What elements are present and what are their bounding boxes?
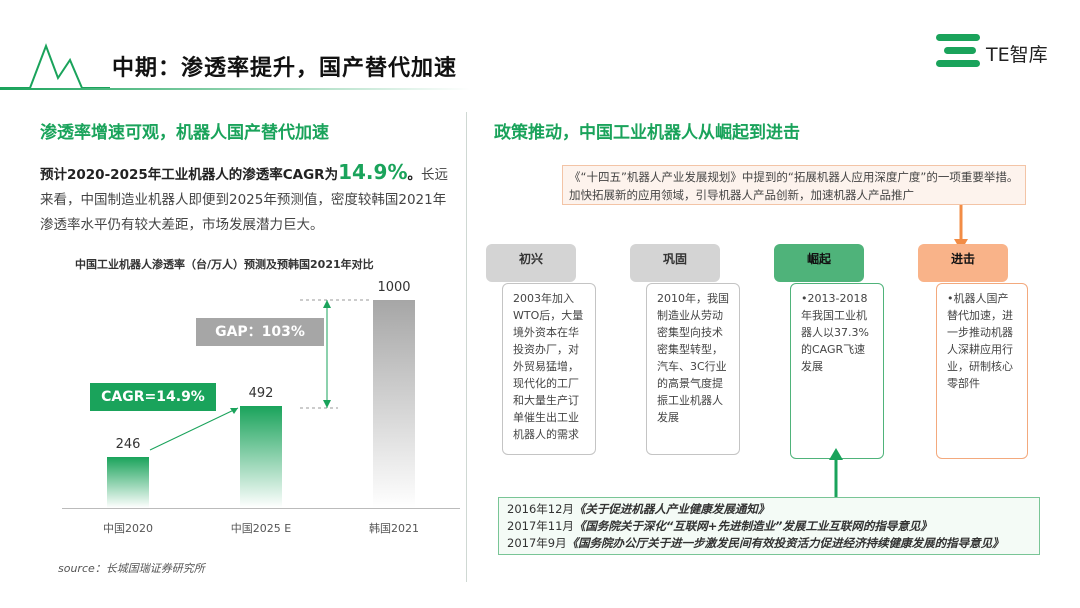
cagr-highlight: 14.9% [338, 160, 408, 184]
policy-plan-box: 《“十四五”机器人产业发展规划》中提到的“拓展机器人应用深度广度”的一项重要举措… [562, 165, 1026, 205]
policy-name: 《国务院办公厅关于进一步激发民间有效投资活力促进经济持续健康发展的指导意见》 [566, 536, 1004, 550]
policy-item: 2016年12月《关于促进机器人产业健康发展通知》 [507, 501, 1031, 518]
stage-3-body: •2013-2018年我国工业机器人以37.3%的CAGR飞速发展 [790, 283, 884, 459]
stage-1-body: 2003年加入WTO后，大量境外资本在华投资办厂，对外贸易猛增，现代化的工厂和大… [502, 283, 596, 455]
policy-name: 《国务院关于深化“互联网+先进制造业”发展工业互联网的指导意见》 [573, 519, 932, 533]
policy-date: 2017年11月 [507, 519, 574, 533]
policy-item: 2017年11月《国务院关于深化“互联网+先进制造业”发展工业互联网的指导意见》 [507, 518, 1031, 535]
source-note: source：长城国瑞证券研究所 [58, 562, 205, 575]
left-section-title: 渗透率增速可观，机器人国产替代加速 [40, 123, 329, 143]
stage-4-body: •机器人国产替代加速，进一步推动机器人深耕应用行业，研制核心零部件 [936, 283, 1028, 459]
bar-1 [107, 457, 149, 508]
stage-1-header: 初兴 [486, 244, 576, 282]
cagr-arrowhead [230, 408, 238, 414]
bar-3 [373, 300, 415, 508]
policy-list: 2016年12月《关于促进机器人产业健康发展通知》 2017年11月《国务院关于… [498, 497, 1040, 555]
bar-value-label: 246 [115, 437, 141, 452]
x-tick-label: 中国2020 [103, 522, 153, 535]
chart-title: 中国工业机器人渗透率（台/万人）预测及预韩国2021年对比 [75, 258, 374, 271]
page-title: 中期：渗透率提升，国产替代加速 [112, 56, 458, 81]
summary-paragraph: 预计2020-2025年工业机器人的渗透率CAGR为14.9%。长远来看，中国制… [40, 160, 450, 238]
summary-rest: 长远来看，中国制造业机器人即便到2025年预测值，密度较韩国2021年渗透率水平… [40, 167, 448, 233]
cagr-arrow [149, 407, 239, 451]
policy-date: 2016年12月 [507, 502, 574, 516]
gap-arrowhead-bottom [323, 400, 331, 408]
section-divider [466, 112, 467, 582]
policy-name: 《关于促进机器人产业健康发展通知》 [573, 502, 770, 516]
x-tick-label: 韩国2021 [369, 522, 419, 535]
policy-item: 2017年9月《国务院办公厅关于进一步激发民间有效投资活力促进经济持续健康发展的… [507, 535, 1031, 552]
right-section-title: 政策推动，中国工业机器人从崛起到进击 [494, 123, 800, 143]
brand-name: TE智库 [986, 44, 1048, 66]
stage-2-header: 巩固 [630, 244, 720, 282]
x-tick-label: 中国2025 E [230, 522, 292, 535]
policy-date: 2017年9月 [507, 536, 567, 550]
x-axis [62, 508, 460, 509]
gap-arrowhead-top [323, 300, 331, 308]
stage-4-header: 进击 [918, 244, 1008, 282]
gap-label: GAP：103% [196, 318, 324, 346]
cagr-label: CAGR=14.9% [90, 383, 216, 411]
bar-value-label: 1000 [377, 280, 411, 295]
brand-logo-icon [936, 34, 980, 67]
header-underline [0, 88, 470, 90]
bar-2 [240, 406, 282, 508]
stage-3-header: 崛起 [774, 244, 864, 282]
summary-period: 。 [407, 167, 421, 183]
bar-value-label: 492 [248, 386, 274, 401]
up-arrow-icon [829, 448, 843, 498]
summary-bold: 预计2020-2025年工业机器人的渗透率CAGR为 [40, 167, 339, 183]
stage-2-body: 2010年，我国制造业从劳动密集型向技术密集型转型，汽车、3C行业的高景气度提振… [646, 283, 740, 455]
